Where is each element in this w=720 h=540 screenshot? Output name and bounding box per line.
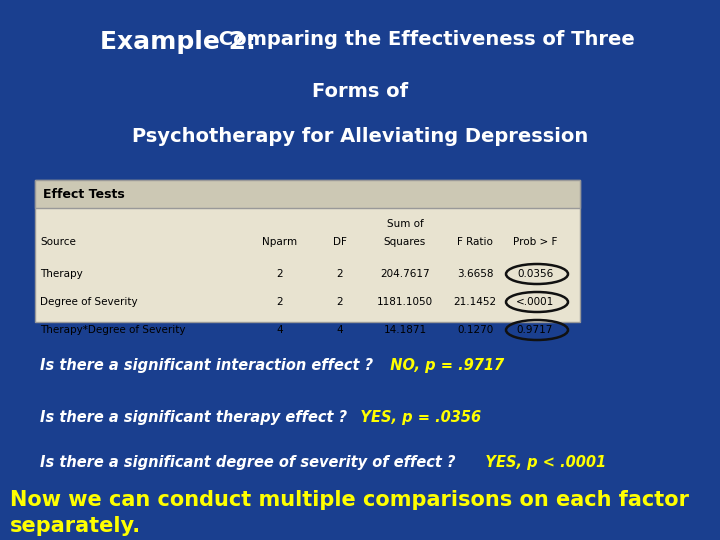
Text: 204.7617: 204.7617: [380, 269, 430, 279]
Text: 4: 4: [276, 325, 283, 335]
Text: NO, p = .9717: NO, p = .9717: [380, 358, 504, 373]
Text: 3.6658: 3.6658: [456, 269, 493, 279]
Text: F Ratio: F Ratio: [457, 237, 493, 247]
Text: 14.1871: 14.1871: [384, 325, 426, 335]
Text: Therapy: Therapy: [40, 269, 83, 279]
Text: 2: 2: [337, 269, 343, 279]
Text: Is there a significant therapy effect ?: Is there a significant therapy effect ?: [40, 410, 347, 425]
Text: Now we can conduct multiple comparisons on each factor
separately.: Now we can conduct multiple comparisons …: [10, 490, 689, 536]
Text: Source: Source: [40, 237, 76, 247]
Bar: [35, 180, 580, 208]
Text: 2: 2: [276, 269, 283, 279]
Text: YES, p = .0356: YES, p = .0356: [345, 410, 481, 425]
Text: Comparing the Effectiveness of Three: Comparing the Effectiveness of Three: [212, 30, 635, 49]
Text: 0.0356: 0.0356: [517, 269, 553, 279]
Text: <.0001: <.0001: [516, 297, 554, 307]
Text: Is there a significant interaction effect ?: Is there a significant interaction effec…: [40, 358, 373, 373]
Text: YES, p < .0001: YES, p < .0001: [470, 455, 606, 470]
Text: Degree of Severity: Degree of Severity: [40, 297, 138, 307]
Bar: [35, 180, 580, 322]
Text: 4: 4: [337, 325, 343, 335]
Text: Sum of: Sum of: [387, 219, 423, 229]
Text: Nparm: Nparm: [262, 237, 297, 247]
Text: Forms of: Forms of: [312, 82, 408, 101]
Text: Example 2:: Example 2:: [100, 30, 256, 54]
Text: Therapy*Degree of Severity: Therapy*Degree of Severity: [40, 325, 186, 335]
Text: Prob > F: Prob > F: [513, 237, 557, 247]
Text: Effect Tests: Effect Tests: [43, 187, 125, 200]
Text: DF: DF: [333, 237, 347, 247]
Text: Psychotherapy for Alleviating Depression: Psychotherapy for Alleviating Depression: [132, 127, 588, 146]
Text: 2: 2: [337, 297, 343, 307]
Text: 1181.1050: 1181.1050: [377, 297, 433, 307]
Text: 0.1270: 0.1270: [457, 325, 493, 335]
Text: 21.1452: 21.1452: [454, 297, 497, 307]
Text: 0.9717: 0.9717: [517, 325, 553, 335]
Text: Squares: Squares: [384, 237, 426, 247]
Text: 2: 2: [276, 297, 283, 307]
Text: Is there a significant degree of severity of effect ?: Is there a significant degree of severit…: [40, 455, 456, 470]
